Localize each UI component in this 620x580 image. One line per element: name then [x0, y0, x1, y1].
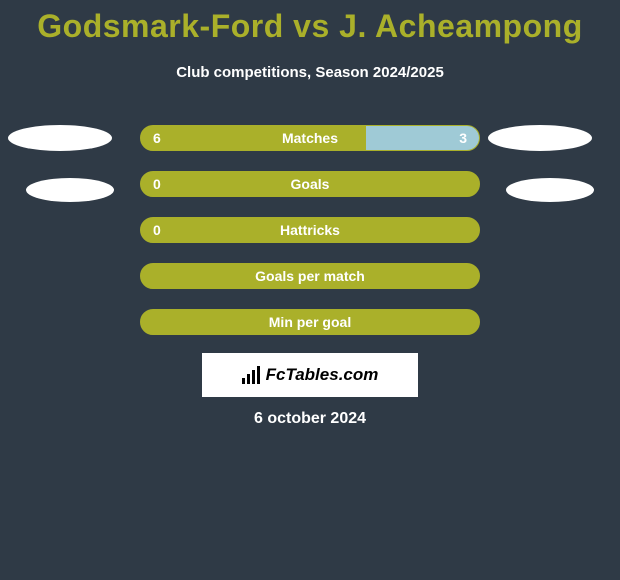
side-ellipse-right-2 [488, 125, 592, 151]
bar-label: Matches [141, 130, 479, 146]
bar-row-min-per-goal: Min per goal [140, 309, 480, 335]
date-text: 6 october 2024 [0, 410, 620, 428]
bar-label: Goals per match [141, 268, 479, 284]
side-ellipse-left-1 [26, 178, 114, 202]
bar-value-left: 6 [153, 130, 161, 146]
bar-value-left: 0 [153, 176, 161, 192]
bar-row-goals: Goals0 [140, 171, 480, 197]
bar-label: Goals [141, 176, 479, 192]
side-ellipse-right-3 [506, 178, 594, 202]
bar-value-left: 0 [153, 222, 161, 238]
brand-text: FcTables.com [266, 365, 379, 385]
bar-label: Hattricks [141, 222, 479, 238]
bar-row-hattricks: Hattricks0 [140, 217, 480, 243]
subtitle: Club competitions, Season 2024/2025 [0, 64, 620, 81]
bar-row-matches: Matches6 3 [140, 125, 480, 151]
page-title: Godsmark-Ford vs J. Acheampong [0, 8, 620, 45]
bar-chart-icon [242, 366, 260, 384]
bar-value-right: 3 [459, 130, 467, 146]
brand-badge: FcTables.com [202, 353, 418, 397]
bar-label: Min per goal [141, 314, 479, 330]
bar-row-goals-per-match: Goals per match [140, 263, 480, 289]
side-ellipse-left-0 [8, 125, 112, 151]
